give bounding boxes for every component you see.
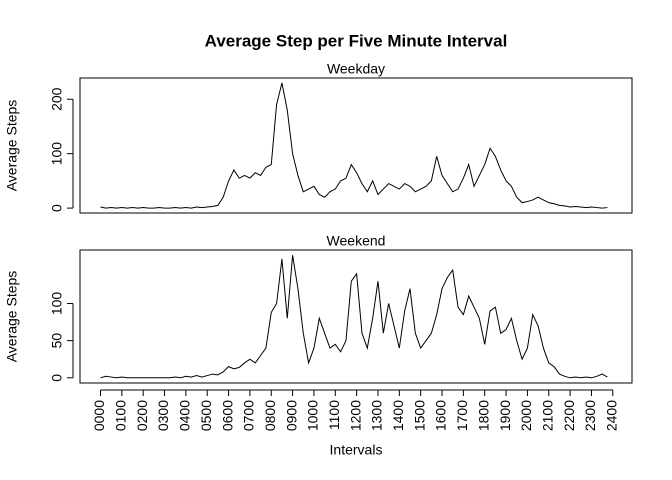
- x-tick-label: 0300: [155, 400, 171, 431]
- panel-title: Weekday: [327, 61, 385, 77]
- x-tick-label: 1100: [326, 400, 342, 430]
- data-line: [100, 255, 608, 379]
- x-tick-label: 2400: [603, 400, 619, 431]
- x-tick-label: 0100: [113, 400, 129, 431]
- data-line: [100, 82, 608, 209]
- y-tick-label: 100: [49, 142, 65, 166]
- x-tick-label: 0900: [283, 400, 299, 431]
- x-tick-label: 2100: [539, 400, 555, 431]
- y-tick-label: 0: [49, 374, 65, 382]
- plot-box: [79, 249, 633, 384]
- plot-box: [79, 77, 633, 214]
- x-tick-label: 0200: [134, 400, 150, 431]
- x-tick-label: 0400: [177, 400, 193, 431]
- y-tick-label: 50: [49, 333, 65, 349]
- x-tick-label: 0500: [198, 400, 214, 431]
- x-tick-label: 1700: [454, 400, 470, 431]
- x-tick-label: 1400: [390, 400, 406, 431]
- x-tick-label: 2200: [561, 400, 577, 431]
- panel-title: Weekend: [327, 233, 386, 249]
- x-axis-label: Intervals: [330, 442, 383, 458]
- x-tick-label: 0700: [241, 400, 257, 431]
- chart-title: Average Step per Five Minute Interval: [205, 31, 508, 50]
- x-tick-label: 2000: [518, 400, 534, 431]
- x-tick-label: 1300: [369, 400, 385, 431]
- y-tick-label: 200: [49, 87, 65, 111]
- x-tick-label: 1800: [475, 400, 491, 431]
- y-axis-label: Average Steps: [4, 100, 20, 192]
- x-tick-label: 1000: [305, 400, 321, 431]
- x-tick-label: 1500: [411, 400, 427, 431]
- x-tick-label: 0000: [91, 400, 107, 431]
- y-tick-label: 100: [49, 292, 65, 316]
- x-tick-label: 0600: [219, 400, 235, 431]
- x-tick-label: 2300: [582, 400, 598, 431]
- x-tick-label: 1200: [347, 400, 363, 431]
- y-axis-label: Average Steps: [4, 271, 20, 363]
- x-tick-label: 1900: [497, 400, 513, 431]
- x-tick-label: 1600: [433, 400, 449, 431]
- y-tick-label: 0: [49, 204, 65, 212]
- x-tick-label: 0800: [262, 400, 278, 431]
